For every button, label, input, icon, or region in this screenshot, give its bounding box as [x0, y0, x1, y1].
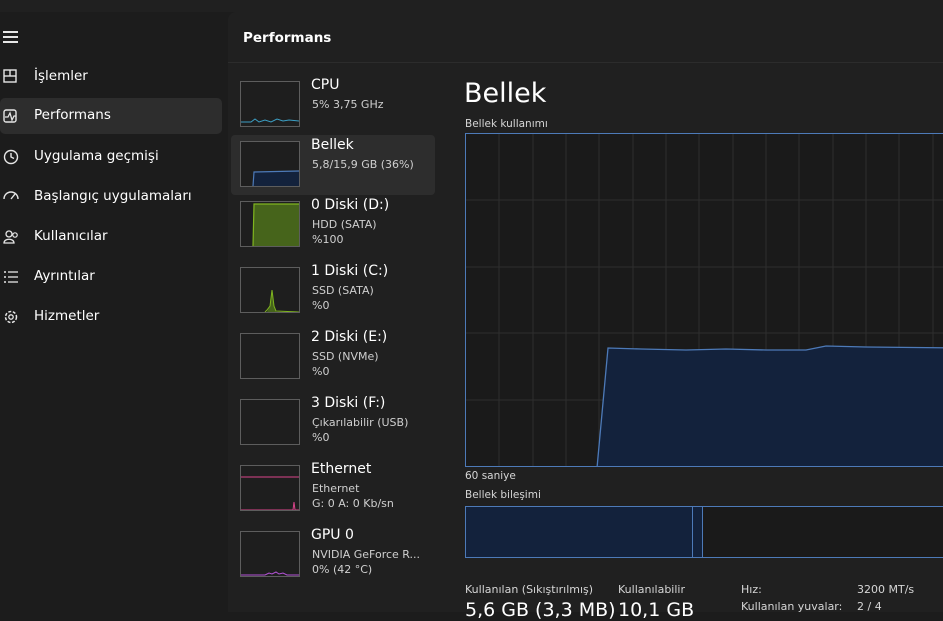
nav-label-users: Kullanıcılar — [34, 228, 108, 244]
resource-subtitle: Ethernet — [312, 482, 360, 495]
cpu-thumbnail-graph — [240, 81, 300, 127]
nav-label-processes: İşlemler — [34, 68, 88, 84]
resource-usage: 0% (42 °C) — [312, 563, 373, 576]
in-use-segment — [466, 507, 692, 557]
speed-value: 3200 MT/s — [857, 583, 915, 596]
resource-title: Ethernet — [311, 461, 372, 477]
services-icon — [4, 310, 18, 324]
gpu-thumbnail-graph — [240, 531, 300, 577]
resource-item-ethernet[interactable]: Ethernet Ethernet G: 0 A: 0 Kb/sn — [231, 459, 435, 519]
resource-item-memory[interactable]: Bellek 5,8/15,9 GB (36%) — [231, 135, 435, 195]
resource-item-disk-0[interactable]: 0 Diski (D:) HDD (SATA) %100 — [231, 195, 435, 255]
resource-title: Bellek — [311, 137, 354, 153]
resource-title: GPU 0 — [311, 527, 354, 543]
nav-item-processes[interactable]: İşlemler — [0, 59, 222, 95]
users-icon — [3, 230, 18, 244]
memory-usage-line — [596, 345, 943, 466]
nav-item-app-history[interactable]: Uygulama geçmişi — [0, 139, 222, 175]
resource-subtitle: HDD (SATA) — [312, 218, 377, 231]
resource-item-cpu[interactable]: CPU 5% 3,75 GHz — [231, 75, 435, 135]
processes-icon — [3, 69, 17, 83]
disk-1-thumbnail-graph — [240, 267, 300, 313]
available-value: 10,1 GB — [618, 599, 695, 621]
memory-usage-area — [597, 346, 943, 466]
resource-subtitle: SSD (NVMe) — [312, 350, 379, 363]
resource-item-gpu-0[interactable]: GPU 0 NVIDIA GeForce R... 0% (42 °C) — [231, 525, 435, 585]
resource-title: 1 Diski (C:) — [311, 263, 389, 279]
nav-item-performance[interactable]: Performans — [0, 98, 222, 134]
in-use-label: Kullanılan (Sıkıştırılmış) — [465, 583, 594, 596]
in-use-value: 5,6 GB (3,3 MB) — [465, 599, 616, 621]
resource-subtitle: 5% 3,75 GHz — [312, 98, 384, 111]
memory-usage-graph — [465, 133, 943, 467]
nav-label-performance: Performans — [34, 107, 111, 123]
details-icon — [4, 271, 18, 283]
nav-item-users[interactable]: Kullanıcılar — [0, 219, 222, 255]
ethernet-thumbnail-graph — [240, 465, 300, 511]
performance-page: Performans CPU 5% 3,75 GHz Bellek 5,8/15… — [228, 12, 943, 621]
resource-item-disk-2[interactable]: 2 Diski (E:) SSD (NVMe) %0 — [231, 327, 435, 387]
available-label: Kullanılabilir — [618, 583, 685, 596]
resource-title: CPU — [311, 77, 340, 93]
slots-label: Kullanılan yuvalar: — [741, 600, 843, 613]
resource-usage: %0 — [312, 431, 330, 444]
page-title: Performans — [243, 30, 332, 46]
resource-item-disk-3[interactable]: 3 Diski (F:) Çıkarılabilir (USB) %0 — [231, 393, 435, 453]
performance-icon — [3, 109, 17, 123]
hamburger-menu-icon[interactable] — [3, 30, 19, 44]
resource-usage: %0 — [312, 299, 330, 312]
usage-graph-label: Bellek kullanımı — [465, 118, 548, 130]
disk-0-thumbnail-graph — [240, 201, 300, 247]
nav-label-services: Hizmetler — [34, 308, 100, 324]
resource-usage: %0 — [312, 365, 330, 378]
nav-label-app-history: Uygulama geçmişi — [34, 148, 159, 164]
nav-label-details: Ayrıntılar — [34, 268, 95, 284]
startup-icon — [3, 191, 19, 200]
resource-usage: G: 0 A: 0 Kb/sn — [312, 497, 394, 510]
memory-usage-chart — [466, 134, 943, 466]
standby-boundary — [702, 507, 703, 557]
header-divider — [228, 62, 943, 63]
nav-item-details[interactable]: Ayrıntılar — [0, 259, 222, 295]
memory-thumbnail-graph — [240, 141, 300, 187]
resource-title: 3 Diski (F:) — [311, 395, 386, 411]
resource-subtitle: NVIDIA GeForce R... — [312, 548, 421, 561]
resource-title: 2 Diski (E:) — [311, 329, 388, 345]
disk-3-thumbnail-graph — [240, 399, 300, 445]
resource-title: 0 Diski (D:) — [311, 197, 390, 213]
resource-item-disk-1[interactable]: 1 Diski (C:) SSD (SATA) %0 — [231, 261, 435, 321]
resource-subtitle: Çıkarılabilir (USB) — [312, 416, 409, 429]
nav-label-startup-apps: Başlangıç uygulamaları — [34, 188, 192, 204]
title-bar-strip — [0, 0, 943, 12]
time-range-label: 60 saniye — [465, 470, 516, 482]
history-icon — [3, 149, 19, 165]
resource-subtitle: 5,8/15,9 GB (36%) — [312, 158, 414, 171]
nav-item-startup-apps[interactable]: Başlangıç uygulamaları — [0, 179, 222, 215]
disk-2-thumbnail-graph — [240, 333, 300, 379]
nav-item-services[interactable]: Hizmetler — [0, 299, 222, 335]
resource-subtitle: SSD (SATA) — [312, 284, 374, 297]
memory-composition-bar — [465, 506, 943, 558]
speed-label: Hız: — [741, 583, 762, 596]
composition-label: Bellek bileşimi — [465, 489, 541, 501]
detail-title: Bellek — [464, 78, 547, 109]
modified-segment — [693, 507, 702, 557]
in-use-boundary — [692, 507, 693, 557]
resource-usage: %100 — [312, 233, 344, 246]
slots-value: 2 / 4 — [857, 600, 882, 613]
